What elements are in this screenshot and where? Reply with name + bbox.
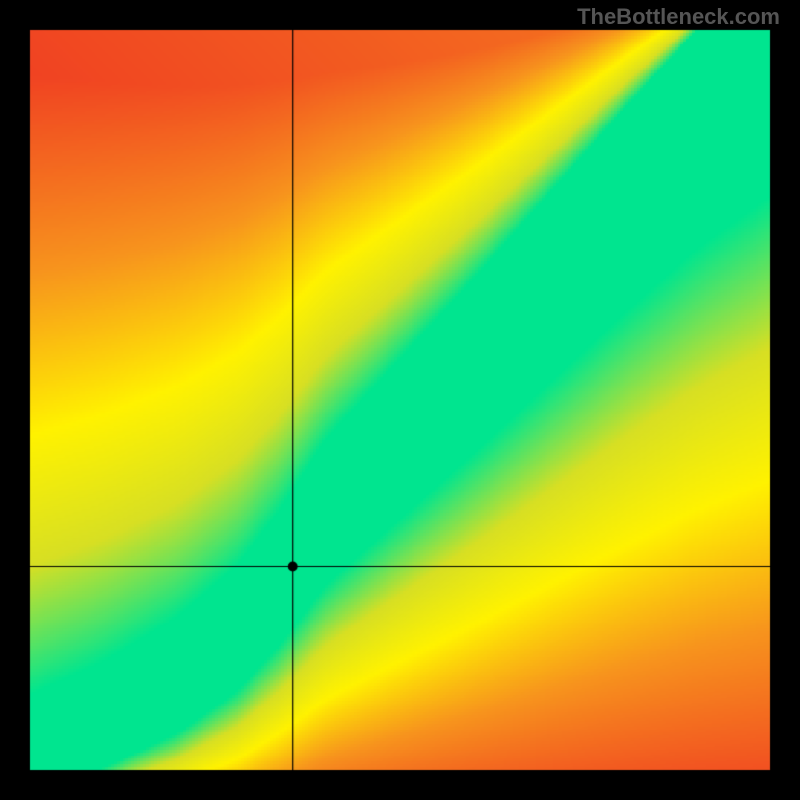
bottleneck-heatmap [0, 0, 800, 800]
chart-container: TheBottleneck.com [0, 0, 800, 800]
watermark-label: TheBottleneck.com [577, 4, 780, 30]
